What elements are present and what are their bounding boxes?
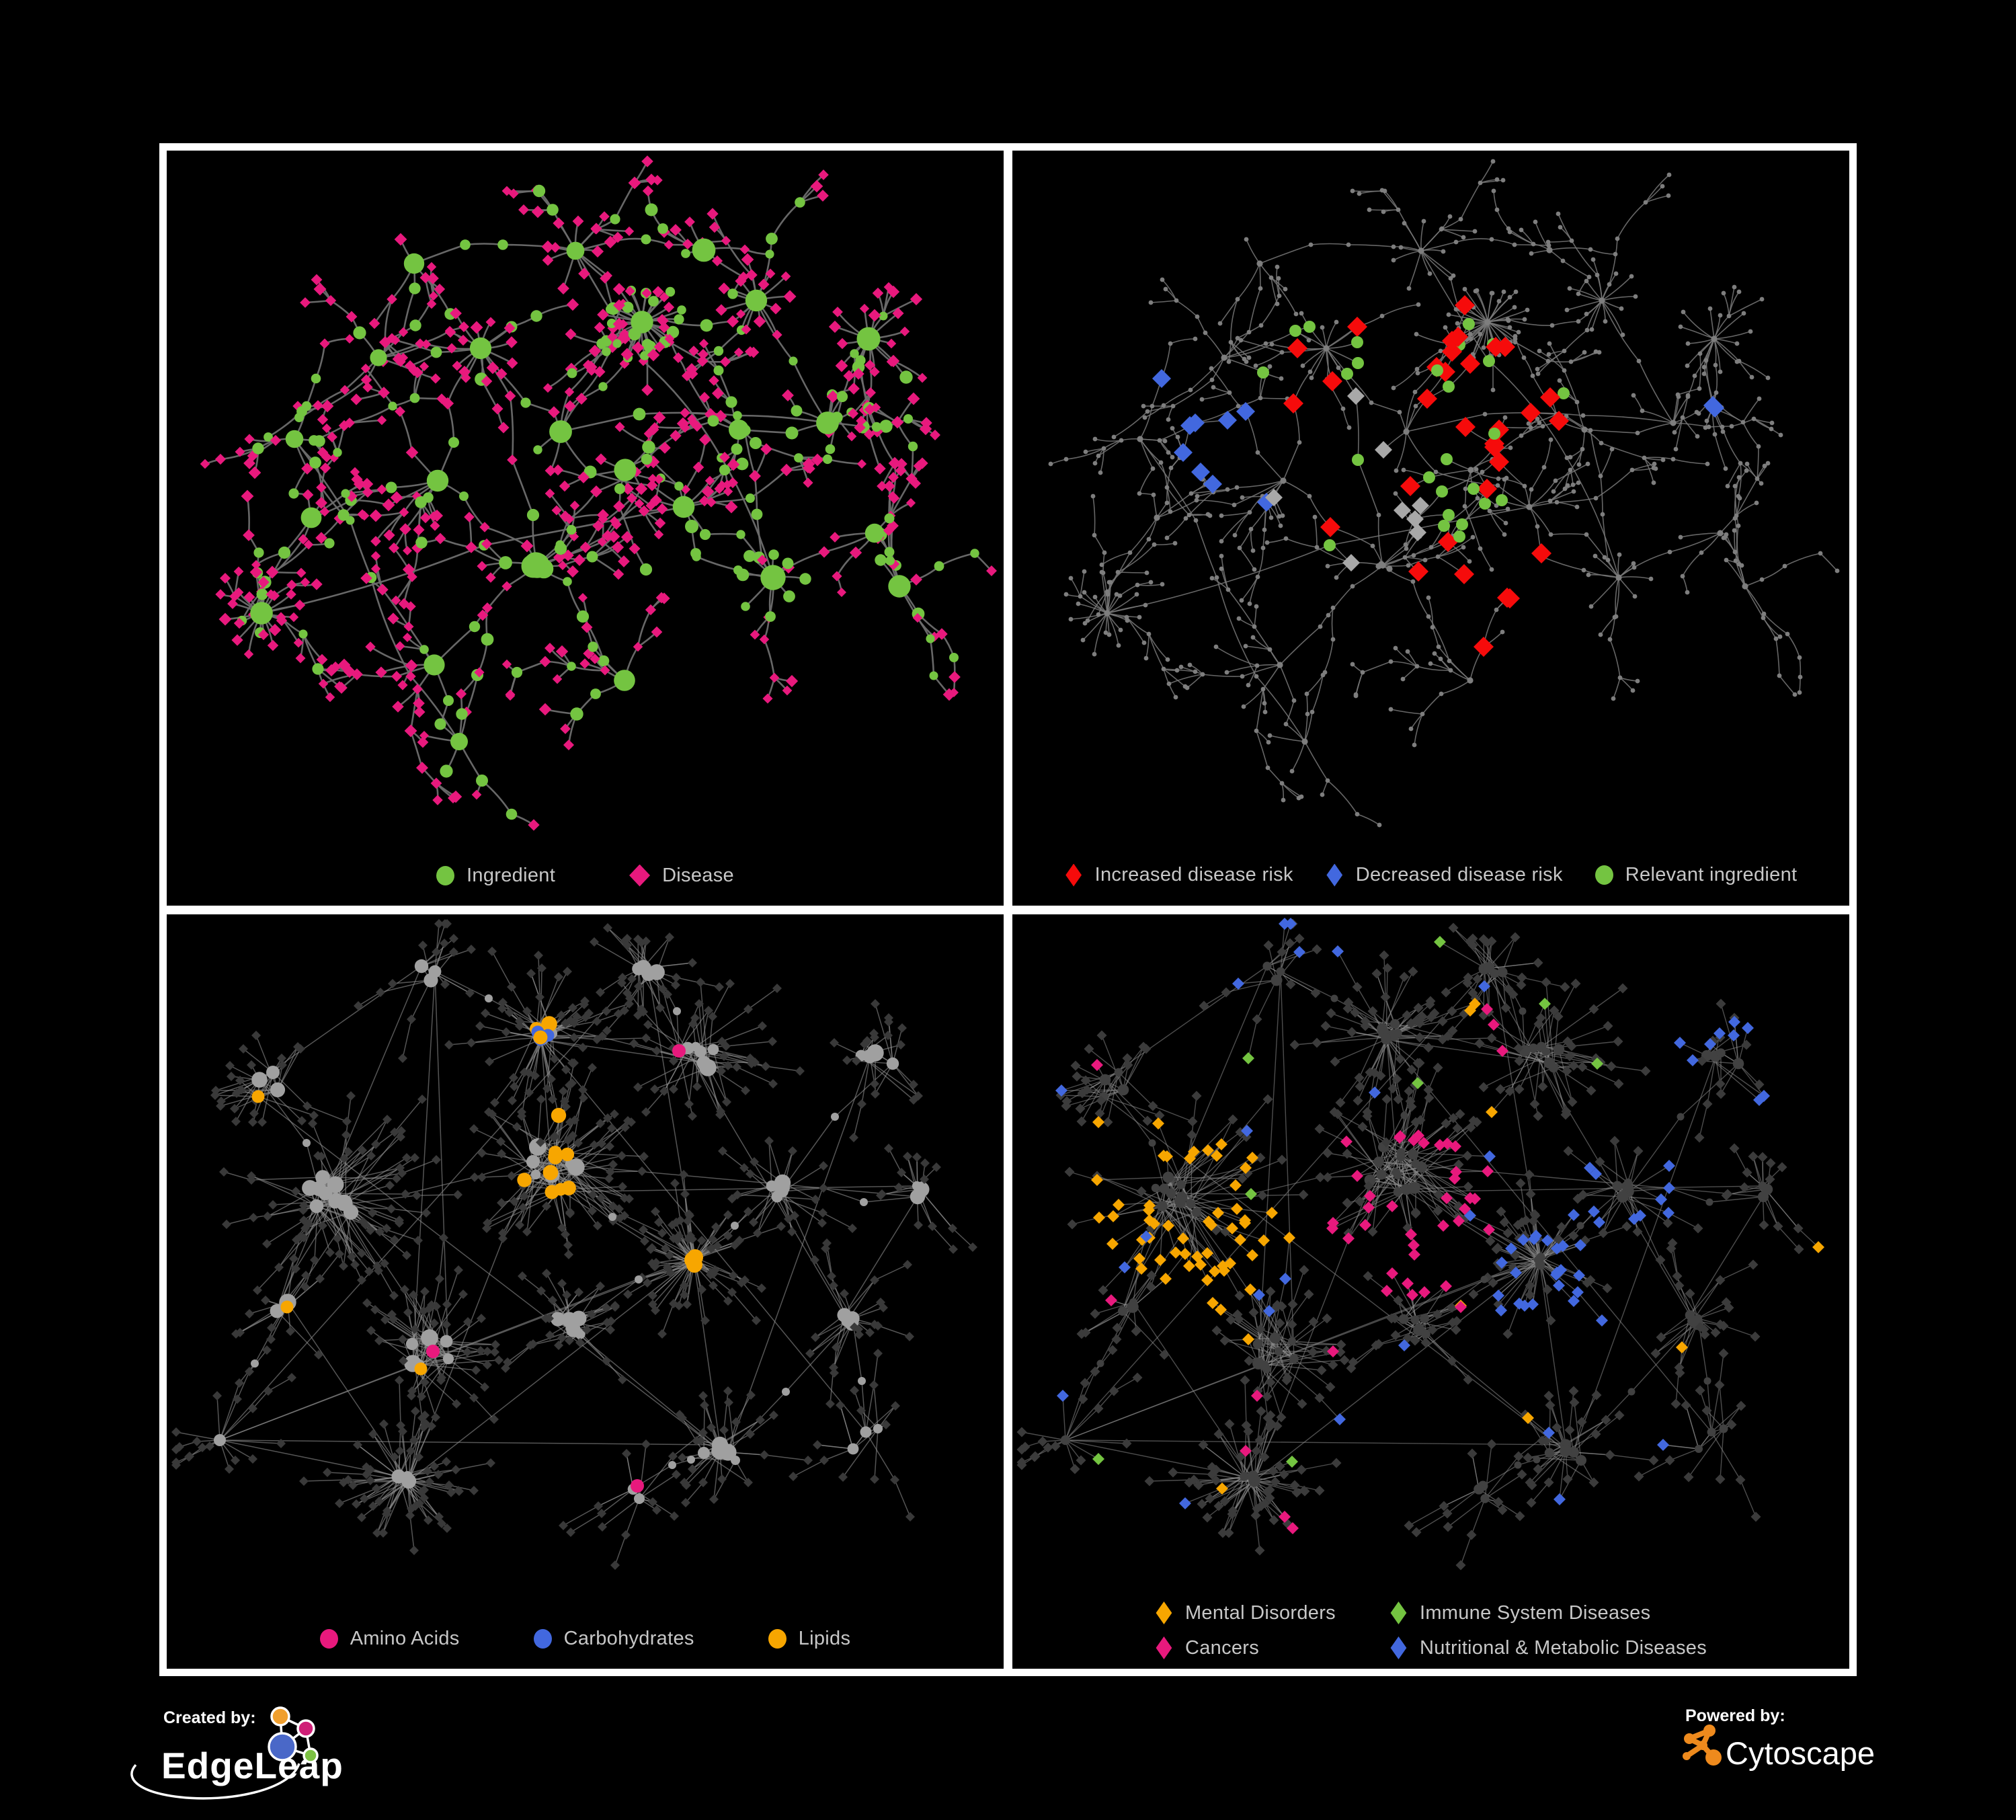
edgeleap-logo: Created by: EdgeLeap: [130, 1706, 343, 1800]
relevant-ingredient-circle-icon: [1595, 865, 1613, 885]
mental-disorders-diamond-icon: [1156, 1601, 1172, 1624]
legend-label: Decreased disease risk: [1355, 864, 1563, 885]
carbohydrates-circle-icon: [533, 1629, 552, 1649]
network-disease-classes: [1016, 917, 1824, 1570]
legend-item-disease: Disease: [629, 864, 734, 887]
legend-label: Immune System Diseases: [1419, 1601, 1651, 1624]
panel-ingredient-disease: Ingredient Disease: [167, 151, 1004, 906]
panel-disease-risk: Increased disease risk Decreased disease…: [1012, 151, 1849, 906]
legend-item-mental-disorders: Mental Disorders: [1155, 1601, 1336, 1624]
cytoscape-brand-text: Cytoscape: [1726, 1735, 1875, 1771]
cytoscape-network-icon: [1683, 1725, 1722, 1766]
legend-label: Relevant ingredient: [1625, 864, 1798, 885]
legend-label: Nutritional & Metabolic Diseases: [1419, 1636, 1707, 1659]
legend-item-cancers: Cancers: [1155, 1636, 1336, 1659]
legend-item-immune-system-diseases: Immune System Diseases: [1389, 1601, 1707, 1624]
legend-disease-classes: Mental Disorders Cancers Immune System D…: [1012, 1601, 1849, 1659]
increased-risk-diamond-icon: [1065, 863, 1082, 887]
cancers-diamond-icon: [1156, 1636, 1172, 1659]
legend-nutrient-classes: Amino Acids Carbohydrates Lipids: [167, 1628, 1004, 1650]
legend-item-nutritional-metabolic-diseases: Nutritional & Metabolic Diseases: [1389, 1636, 1707, 1659]
panel-nutrient-classes: Amino Acids Carbohydrates Lipids: [167, 914, 1004, 1669]
legend-disease-risk: Increased disease risk Decreased disease…: [1012, 863, 1849, 887]
legend-item-decreased-risk: Decreased disease risk: [1326, 863, 1563, 887]
legend-label: Ingredient: [467, 864, 556, 886]
legend-label: Increased disease risk: [1094, 864, 1293, 885]
decreased-risk-diamond-icon: [1326, 863, 1343, 887]
panel-grid: Ingredient Disease Increased disease ris…: [159, 143, 1857, 1676]
edgeleap-network-icon: [130, 1706, 319, 1800]
legend-item-relevant-ingredient: Relevant ingredient: [1595, 864, 1798, 886]
legend-ingredient-disease: Ingredient Disease: [167, 864, 1004, 887]
legend-label: Amino Acids: [350, 1628, 460, 1649]
network-nutrient-classes: [171, 918, 977, 1570]
network-ingredient-disease: [200, 155, 997, 831]
legend-item-ingredient: Ingredient: [436, 865, 555, 887]
created-by-label: Created by:: [163, 1708, 256, 1727]
ingredient-circle-icon: [436, 865, 455, 885]
legend-label: Lipids: [798, 1628, 851, 1649]
legend-item-amino-acids: Amino Acids: [319, 1628, 460, 1650]
cytoscape-logo: Powered by: Cytoscape: [1683, 1706, 1875, 1771]
legend-item-lipids: Lipids: [768, 1628, 851, 1650]
legend-item-carbohydrates: Carbohydrates: [533, 1628, 694, 1650]
legend-label: Mental Disorders: [1184, 1601, 1336, 1624]
legend-label: Carbohydrates: [563, 1628, 694, 1649]
network-disease-risk: [1048, 159, 1840, 828]
legend-item-increased-risk: Increased disease risk: [1065, 863, 1293, 887]
legend-label: Cancers: [1184, 1636, 1260, 1659]
legend-label: Disease: [662, 864, 734, 886]
panel-disease-classes: Mental Disorders Cancers Immune System D…: [1012, 914, 1849, 1669]
powered-by-label: Powered by:: [1685, 1706, 1785, 1725]
disease-diamond-icon: [629, 864, 651, 887]
immune-system-diamond-icon: [1390, 1601, 1407, 1624]
nutritional-metabolic-diamond-icon: [1390, 1636, 1407, 1659]
lipids-circle-icon: [768, 1629, 787, 1649]
amino-acids-circle-icon: [319, 1629, 338, 1649]
